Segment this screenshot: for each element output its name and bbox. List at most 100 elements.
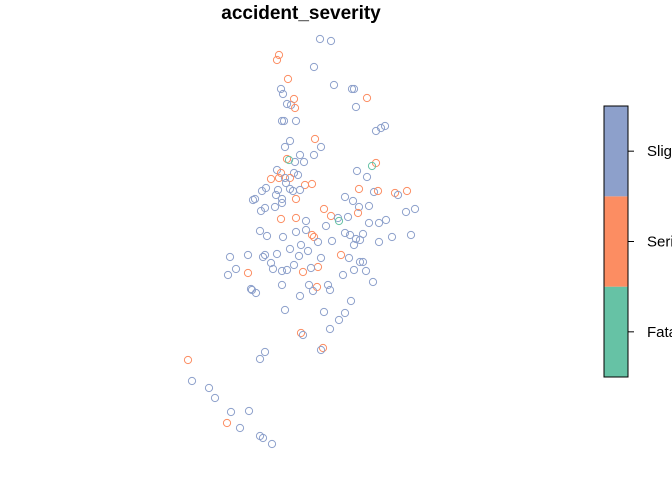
accident-point-slight [204,383,214,393]
accident-point-slight [325,324,335,334]
accident-point-slight [351,234,361,244]
legend-label-serious: Serious [647,234,672,251]
accident-point-slight [231,264,241,274]
accident-point-slight [301,216,311,226]
accident-point-serious [309,232,319,242]
accident-point-fatal [284,155,294,165]
accident-point-serious [353,208,363,218]
accident-point-slight [279,116,289,126]
accident-point-slight [244,406,254,416]
accident-point-slight [210,393,220,403]
accident-point-serious [291,213,301,223]
accident-point-slight [352,166,362,176]
accident-point-slight [291,227,301,237]
accident-point-serious [222,418,232,428]
accident-point-slight [313,237,323,247]
legend-label-fatal: Fatal [647,324,672,341]
accident-point-serious [362,93,372,103]
accident-point-serious [312,282,322,292]
accident-point-slight [296,240,306,250]
accident-point-serious [272,55,282,65]
accident-point-slight [364,218,374,228]
legend-swatch-fatal [604,286,628,377]
accident-point-slight [293,170,303,180]
accident-point-slight [294,251,304,261]
accident-point-slight [282,99,292,109]
accident-point-slight [280,305,290,315]
accident-point-serious [313,262,323,272]
accident-point-serious [336,250,346,260]
accident-point-slight [250,194,260,204]
accident-point-slight [381,215,391,225]
accident-point-slight [406,230,416,240]
accident-point-slight [374,218,384,228]
accident-point-slight [393,190,403,200]
accident-point-slight [285,136,295,146]
accident-point-slight [387,232,397,242]
accident-point-slight [380,121,390,131]
accident-point-slight [329,80,339,90]
accident-point-slight [289,168,299,178]
accident-point-slight [401,207,411,217]
accident-point-slight [345,230,355,240]
accident-point-slight [301,225,311,235]
accident-point-slight [298,330,308,340]
accident-point-slight [243,250,253,260]
accident-point-slight [223,270,233,280]
accident-point-slight [303,246,313,256]
accident-point-slight [256,206,266,216]
accident-point-serious [296,328,306,338]
accident-point-serious [285,173,295,183]
accident-point-slight [306,263,316,273]
accident-point-serious [354,184,364,194]
accident-point-slight [348,196,358,206]
accident-point-slight [268,264,278,274]
accident-point-slight [374,237,384,247]
accident-point-slight [270,202,280,212]
accident-point-serious [266,174,276,184]
accident-point-slight [358,257,368,267]
accident-point-slight [255,226,265,236]
accident-point-slight [235,423,245,433]
accident-point-slight [340,228,350,238]
accident-point-slight [309,62,319,72]
accident-point-slight [299,157,309,167]
accident-point-slight [285,244,295,254]
accident-point-serious [274,173,284,183]
accident-point-slight [280,142,290,152]
accident-point-serious [283,74,293,84]
accident-point-slight [281,178,291,188]
accident-point-slight [277,266,287,276]
accident-point-slight [340,308,350,318]
accident-point-serious [276,168,286,178]
accident-point-slight [278,89,288,99]
accident-point-slight [355,257,365,267]
legend-label-slight: Slight [647,143,672,160]
accident-point-slight [277,194,287,204]
accident-point-slight [277,116,287,126]
accident-point-slight [272,249,282,259]
accident-point-slight [319,307,329,317]
accident-point-serious [274,50,284,60]
accident-point-slight [276,84,286,94]
accident-point-slight [257,186,267,196]
accident-point-slight [410,204,420,214]
accident-point-serious [373,186,383,196]
accident-point-slight [262,231,272,241]
accident-point-slight [290,157,300,167]
accident-point-serious [307,179,317,189]
accident-point-serious [402,186,412,196]
accident-point-serious [291,194,301,204]
accident-point-fatal [367,161,377,171]
accident-point-slight [273,185,283,195]
accident-point-slight [369,187,379,197]
accident-point-slight [371,126,381,136]
accident-point-slight [277,280,287,290]
accident-point-slight [291,116,301,126]
accident-point-serious [319,204,329,214]
accident-point-slight [344,253,354,263]
accident-point-slight [323,280,333,290]
map-title: accident_severity [221,3,381,24]
accident-point-slight [304,280,314,290]
accident-point-slight [349,265,359,275]
